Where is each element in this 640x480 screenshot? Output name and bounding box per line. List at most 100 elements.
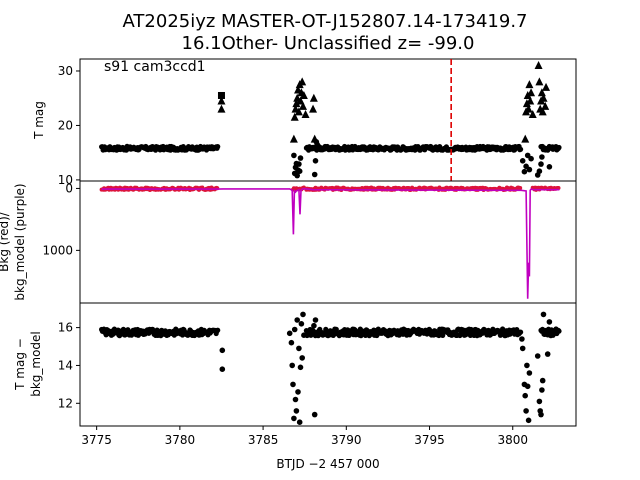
panel-tmag-minus-bkg-point	[539, 387, 545, 393]
panel-tmag-point	[528, 155, 534, 162]
chart-title-line1: AT2025iyz MASTER-OT-J152807.14-173419.7	[123, 11, 528, 32]
panel-tmag-upper-limit-triangle	[534, 61, 543, 70]
panel-tmag-minus-bkg-ylabel-line1: T mag −	[13, 338, 27, 391]
panel-tmag-minus-bkg-point	[297, 364, 304, 371]
panel-tmag-point	[291, 152, 297, 159]
panel-tmag-upper-limit-triangle	[217, 96, 226, 105]
chart-title-line2: 16.1Other- Unclassified z= -99.0	[182, 33, 475, 54]
panel-tmag-minus-bkg-point	[526, 370, 533, 376]
panel-tmag-annotation: s91 cam3ccd1	[104, 59, 206, 75]
panel-tmag-minus-bkg-point	[289, 362, 296, 369]
panel-tmag-minus-bkg-point	[311, 411, 318, 418]
panel-tmag-minus-bkg-frame	[79, 302, 577, 427]
panel-tmag-minus-bkg-point	[291, 415, 297, 422]
panel-tmag-square-marker	[217, 91, 225, 99]
panel-bkg-model-line	[101, 187, 560, 299]
panel-tmag-point	[538, 161, 544, 167]
panel-tmag-ytick-label: 30	[58, 64, 73, 78]
panel-tmag-upper-limit-triangle	[524, 104, 533, 113]
panel-tmag-minus-bkg-point	[534, 353, 541, 359]
x-tick-label: 3800	[497, 433, 528, 447]
panel-tmag-point	[296, 161, 302, 167]
panel-tmag-upper-limit-triangle	[298, 77, 307, 86]
panel-tmag-minus-bkg-ytick-label: 16	[58, 321, 73, 335]
panel-tmag-ytick-label: 10	[58, 173, 73, 187]
panel-tmag-minus-bkg-point	[540, 311, 547, 318]
panel-tmag-minus-bkg-point	[536, 398, 543, 405]
panel-tmag-minus-bkg-point	[300, 311, 306, 318]
panel-tmag-baseline-point	[215, 144, 221, 150]
x-tick-label: 3780	[165, 433, 196, 447]
panel-tmag-minus-bkg-baseline-point	[556, 328, 562, 334]
panel-tmag-upper-limit-triangle	[296, 96, 305, 105]
panel-tmag-minus-bkg-point	[288, 339, 295, 346]
panel-tmag-minus-bkg-ytick-label: 14	[58, 358, 73, 372]
panel-tmag-minus-bkg-point	[296, 345, 302, 352]
panel-tmag-minus-bkg-point	[312, 317, 319, 323]
panel-tmag-upper-limit-triangle	[299, 101, 308, 110]
panel-tmag-minus-bkg-point	[523, 408, 529, 414]
panel-tmag-minus-bkg-point	[219, 347, 226, 354]
panel-bkg-ytick-label: 0	[65, 181, 73, 195]
panel-tmag-upper-limit-triangle	[525, 80, 534, 89]
panel-tmag-minus-bkg-point	[301, 332, 307, 339]
panel-tmag-minus-bkg-point	[546, 319, 553, 325]
panel-tmag-baseline-point	[556, 144, 562, 151]
panel-tmag-minus-bkg-ytick-label: 12	[58, 396, 73, 410]
panel-tmag-upper-limit-triangle	[310, 134, 319, 143]
panel-tmag-minus-bkg-baseline-point	[215, 327, 221, 333]
panel-tmag-minus-bkg-point	[519, 345, 526, 352]
panel-tmag-minus-bkg: 12 14 16 3775 3780 3785 3790 3795 3800	[58, 302, 577, 447]
panel-tmag-upper-limit-triangle	[299, 90, 308, 99]
x-axis-label: BTJD −2 457 000	[276, 457, 379, 471]
panel-bkg-ylabel-line2: bkg_model (purple)	[13, 183, 27, 300]
panel-tmag-minus-bkg-point	[295, 389, 301, 395]
panel-tmag-minus-bkg-point	[522, 392, 528, 399]
panel-tmag-ylabel: T mag	[32, 101, 46, 140]
panel-tmag-upper-limit-triangle	[217, 104, 226, 113]
panel-tmag-upper-limit-triangle	[294, 107, 303, 116]
panel-tmag-minus-bkg-point	[539, 377, 546, 384]
panel-tmag-upper-limit-triangle	[542, 82, 551, 91]
panel-tmag-upper-limit-triangle	[539, 93, 548, 102]
panel-tmag-minus-bkg-baseline-point	[518, 329, 524, 335]
panel-tmag-minus-bkg-point	[290, 381, 296, 388]
panel-tmag-upper-limit-triangle	[301, 110, 310, 119]
panel-tmag-minus-bkg-point	[219, 366, 226, 373]
panel-tmag-upper-limit-triangle	[289, 134, 298, 143]
panel-tmag-minus-bkg-point	[293, 408, 300, 414]
panel-tmag-upper-limit-triangle	[290, 112, 299, 121]
panel-tmag-point	[312, 158, 319, 164]
panel-tmag-minus-bkg-point	[311, 322, 317, 329]
panel-tmag-point	[539, 154, 545, 160]
panel-tmag-upper-limit-triangle	[527, 88, 536, 97]
panel-tmag-upper-limit-triangle	[541, 101, 550, 110]
x-tick-label: 3795	[414, 433, 445, 447]
panel-tmag-point	[294, 172, 301, 179]
panel-bkg-ytick-label: 1000	[42, 243, 73, 257]
panel-tmag-minus-bkg-point	[524, 362, 530, 369]
panel-tmag-upper-limit-triangle	[309, 104, 318, 113]
panel-tmag-upper-limit-triangle	[521, 134, 530, 143]
panel-tmag-point	[521, 168, 528, 175]
x-tick-label: 3775	[81, 433, 112, 447]
panel-tmag-minus-bkg-point	[286, 330, 293, 337]
panel-tmag-minus-bkg-point	[292, 396, 299, 403]
panel-tmag-minus-bkg-ylabel-line2: bkg_model	[29, 331, 43, 397]
panel-tmag-baseline-point	[518, 146, 524, 152]
panel-tmag-minus-bkg-point	[299, 355, 306, 361]
panel-tmag-minus-bkg-point	[519, 336, 525, 342]
panel-tmag-point	[546, 164, 553, 170]
panel-tmag-point	[536, 168, 543, 174]
panel-tmag-minus-bkg-point	[294, 317, 301, 323]
panel-tmag-minus-bkg-point	[298, 321, 305, 327]
panel-tmag-point	[314, 141, 321, 148]
panel-tmag-point	[311, 171, 318, 178]
panel-bkg: 0 1000	[42, 180, 577, 304]
panel-bkg-ylabel-line1: Bkg (red)/	[0, 211, 11, 272]
panel-tmag-minus-bkg-point	[544, 351, 551, 357]
panel-tmag-point	[519, 158, 526, 164]
panel-tmag-minus-bkg-point	[525, 417, 532, 424]
panel-tmag-minus-bkg-point	[296, 419, 303, 426]
